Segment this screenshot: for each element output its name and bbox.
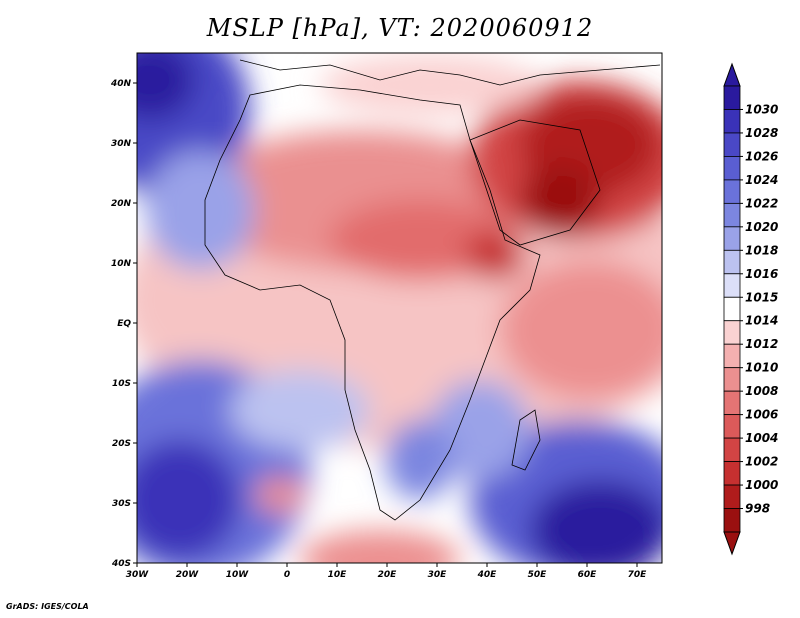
colorbar-label: 1006 (745, 408, 778, 422)
y-axis: 40N 30N 20N 10N EQ 10S 20S 30S 40S (110, 79, 137, 569)
colorbar-label: 1008 (745, 384, 778, 398)
colorbar-swatch (723, 226, 741, 251)
y-tick-label: 40N (110, 79, 132, 89)
colorbar-swatch (723, 367, 741, 392)
colorbar-min-arrow (723, 531, 741, 556)
grads-credit: GrADS: IGES/COLA (6, 602, 89, 611)
colorbar-swatch (723, 414, 741, 439)
colorbar-swatch (723, 437, 741, 462)
colorbar-swatch (723, 179, 741, 204)
x-tick-label: 30E (428, 570, 448, 580)
x-tick-label: 10E (328, 570, 348, 580)
europe-coastline (239, 59, 661, 86)
y-tick-label: 30S (112, 499, 131, 509)
colorbar-swatch (723, 296, 741, 322)
x-tick-label: 50E (528, 570, 548, 580)
colorbar-label: 1000 (745, 478, 778, 492)
colorbar-label: 1026 (745, 149, 778, 163)
colorbar-label: 1016 (745, 267, 778, 281)
colorbar-label: 1022 (745, 196, 778, 210)
colorbar-swatch (723, 132, 741, 157)
madagascar-coastline (511, 409, 541, 471)
colorbar-swatch (723, 320, 741, 345)
x-tick-label: 0 (284, 570, 290, 580)
colorbar-swatch (723, 109, 741, 134)
colorbar-label: 1030 (745, 102, 778, 116)
colorbar-label: 1020 (745, 220, 778, 234)
colorbar-swatch (723, 202, 741, 228)
x-tick-label: 60E (578, 570, 598, 580)
colorbar-label: 1028 (745, 126, 778, 140)
plot-frame (136, 52, 663, 564)
colorbar-swatch (723, 343, 741, 369)
colorbar: 1030 1028 1026 1024 1022 1020 1018 1016 1015 1014… (723, 62, 778, 556)
colorbar-label: 1012 (745, 337, 778, 351)
y-tick-label: 20N (111, 199, 132, 209)
colorbar-label: 1014 (745, 314, 778, 328)
colorbar-swatch (723, 461, 741, 486)
africa-coastline (204, 84, 541, 521)
x-tick-label: 10W (226, 570, 250, 580)
y-tick-label: 20S (112, 439, 131, 449)
y-tick-label: 10S (112, 379, 131, 389)
x-tick-label: 20W (176, 570, 200, 580)
y-tick-label: 30N (111, 139, 132, 149)
x-tick-label: 70E (628, 570, 648, 580)
x-tick-label: 30W (126, 570, 150, 580)
colorbar-swatch (723, 85, 741, 110)
pressure-field (137, 53, 662, 563)
colorbar-label: 1018 (745, 243, 778, 257)
colorbar-swatch (723, 156, 741, 181)
y-tick-label: 40S (111, 559, 131, 569)
colorbar-max-arrow (723, 62, 741, 87)
chart-title: MSLP [hPa], VT: 2020060912 (206, 14, 594, 42)
colorbar-swatch (723, 249, 741, 275)
colorbar-label: 1004 (745, 431, 778, 445)
coastlines (204, 59, 661, 521)
colorbar-swatch (723, 508, 741, 533)
arabia-coastline (469, 119, 601, 246)
colorbar-label: 1010 (745, 361, 778, 375)
colorbar-label: 1024 (745, 173, 778, 187)
x-axis: 30W 20W 10W 0 10E 20E 30E 40E 50E 60E 70E (126, 563, 647, 580)
colorbar-label: 1015 (745, 290, 778, 304)
colorbar-swatch (723, 390, 741, 416)
x-tick-label: 40E (477, 570, 498, 580)
y-tick-label: 10N (111, 259, 132, 269)
colorbar-label: 998 (745, 502, 770, 516)
x-tick-label: 20E (378, 570, 398, 580)
colorbar-label: 1002 (745, 455, 778, 469)
y-tick-label: EQ (117, 319, 131, 329)
colorbar-swatch (723, 484, 741, 509)
colorbar-swatch (723, 273, 741, 298)
